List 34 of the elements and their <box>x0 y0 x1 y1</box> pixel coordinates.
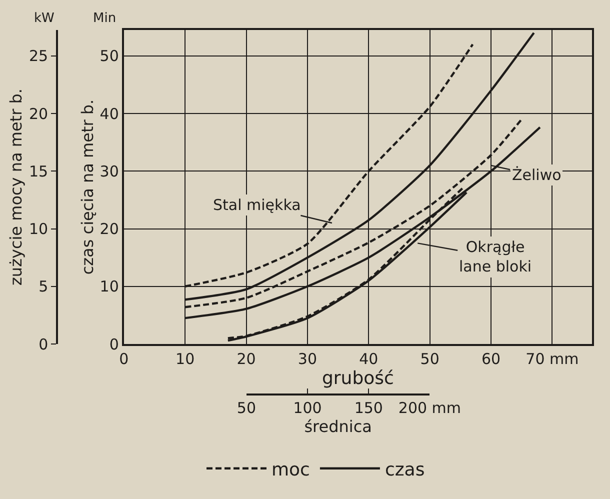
y2-axis-title: zużycie mocy na metr b. <box>6 88 26 286</box>
legend-label: czas <box>384 459 425 480</box>
y2-tick-label: 0 <box>38 335 48 354</box>
y2-tick-label: 15 <box>29 162 48 180</box>
x-tick-label: 30 <box>298 350 318 368</box>
y2-tick-label: 20 <box>29 104 48 123</box>
text: Min <box>93 11 116 26</box>
y2-tick-label: 5 <box>38 278 48 296</box>
text: kW <box>34 11 55 26</box>
x2-tick-label: 100 <box>293 399 322 418</box>
y-tick-label: 30 <box>100 162 119 180</box>
annotation: Stal miękka <box>213 196 301 214</box>
x2-axis-title: średnica <box>304 417 372 436</box>
x-tick-label: 40 <box>359 350 378 368</box>
x-tick-label: 20 <box>236 350 256 368</box>
y2-tick-label: 25 <box>29 47 48 66</box>
x2-tick-label: 200 mm <box>398 399 462 418</box>
y-tick-label: 0 <box>109 335 119 354</box>
y2-tick-label: 10 <box>29 220 48 238</box>
y-tick-label: 50 <box>100 47 119 66</box>
annotation: Okrągłe lane bloki <box>459 238 532 276</box>
y-tick-label: 10 <box>100 278 119 296</box>
x-tick-label: 50 <box>420 350 440 368</box>
y-tick-label: 20 <box>100 220 119 238</box>
legend-label: moc <box>272 459 310 480</box>
y-tick-label: 40 <box>100 104 119 123</box>
x-tick-label: 70 mm <box>526 350 579 368</box>
annotation: Żeliwo <box>512 166 562 184</box>
x-tick-label: 60 <box>481 350 501 368</box>
x-axis-title: grubość <box>322 368 394 390</box>
x-tick-label: 10 <box>176 350 195 368</box>
y-axis-title: czas cięcia na metr b. <box>78 99 98 275</box>
x2-tick-label: 50 <box>236 399 256 418</box>
x2-tick-label: 150 <box>354 399 383 418</box>
